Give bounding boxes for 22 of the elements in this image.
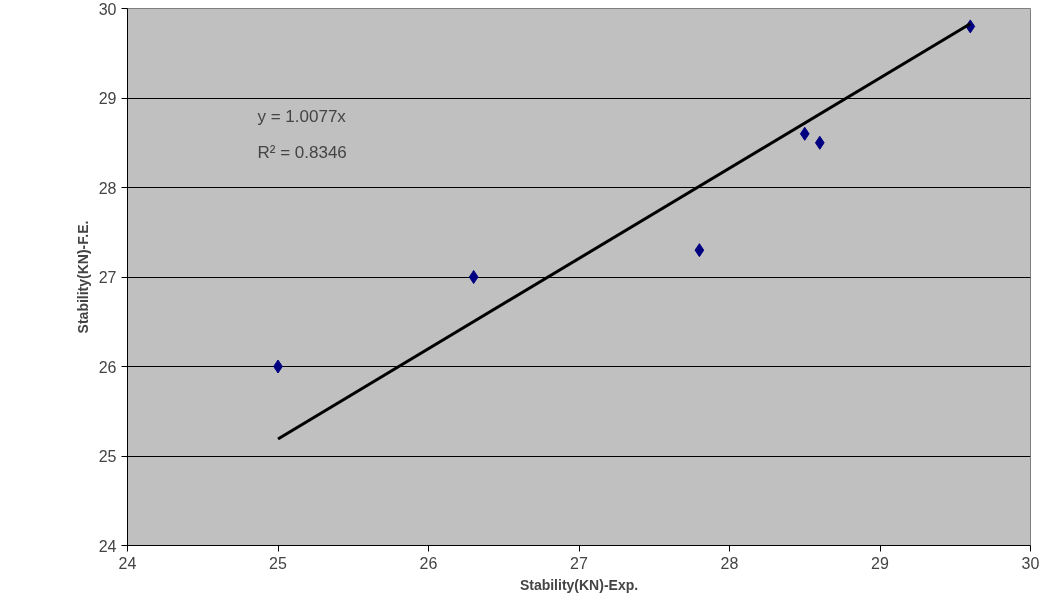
x-axis-title: Stability(KN)-Exp. <box>519 576 639 593</box>
x-tick-label: 25 <box>269 554 287 572</box>
point <box>694 243 705 258</box>
point <box>799 126 810 141</box>
annotation: R² = 0.8346 <box>257 142 347 162</box>
y-tick-label: 27 <box>98 269 117 286</box>
y-tick-label: 25 <box>98 448 117 465</box>
x-tick-label: 26 <box>419 554 438 572</box>
x-tick-label: 29 <box>871 554 889 572</box>
x-tick-label: 28 <box>720 554 739 572</box>
y-axis-title: Stability(KN)-F.E. <box>74 220 91 334</box>
y-tick-label: 28 <box>98 179 117 197</box>
y-tick-label: 29 <box>98 90 117 107</box>
x-tick-label: 30 <box>1021 554 1040 572</box>
x-tick-label: 27 <box>570 554 588 572</box>
annotation: y = 1.0077x <box>257 106 347 126</box>
point <box>814 135 825 150</box>
point <box>468 270 479 284</box>
y-tick-label: 30 <box>98 0 117 18</box>
y-tick-label: 26 <box>98 358 117 376</box>
x-tick-label: 24 <box>118 554 137 572</box>
y-tick-label: 24 <box>98 537 117 555</box>
